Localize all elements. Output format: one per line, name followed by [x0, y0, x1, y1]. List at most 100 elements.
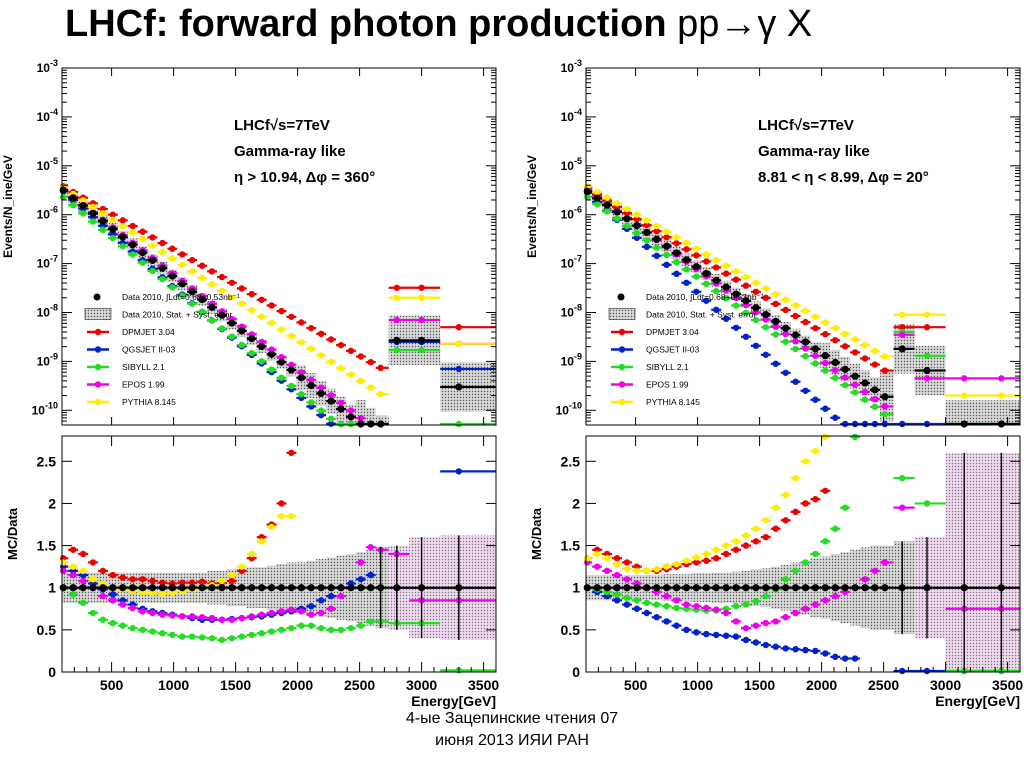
data-point [79, 577, 87, 585]
data-point [802, 559, 809, 566]
data-point [208, 584, 216, 592]
data-point [238, 614, 245, 622]
data-point [851, 420, 859, 428]
data-point [623, 601, 631, 608]
data-point [812, 550, 819, 558]
data-point [683, 279, 690, 286]
data-point [998, 392, 1005, 399]
data-point [653, 222, 660, 230]
data-point [782, 614, 789, 621]
y-tick-label: 2.5 [561, 453, 581, 469]
data-point [158, 264, 167, 272]
data-point [752, 622, 760, 629]
data-point [89, 209, 97, 218]
data-point [673, 597, 680, 604]
data-point [801, 584, 810, 592]
data-point [148, 256, 157, 265]
data-point [367, 384, 374, 391]
data-point [762, 324, 769, 331]
data-point [109, 234, 117, 242]
data-point [653, 565, 660, 573]
y-tick-label: 10-5 [37, 156, 58, 173]
data-point [613, 584, 621, 592]
data-point [831, 584, 839, 592]
data-point [418, 294, 425, 301]
data-point [347, 407, 355, 414]
data-point [393, 346, 400, 354]
data-point [791, 584, 800, 592]
legend-label: DPMJET 3.04 [646, 327, 699, 337]
data-point [99, 567, 107, 575]
data-point [812, 360, 819, 367]
data-point [109, 591, 117, 598]
data-point [69, 571, 77, 579]
data-point [198, 614, 206, 621]
data-point [228, 616, 236, 623]
legend-label: SIBYLL 2.1 [646, 362, 689, 372]
data-point [812, 496, 819, 503]
legend: Data 2010, ∫Ldt=0.68+0.53nb⁻¹ Data 2010, … [84, 292, 240, 407]
data-point [871, 396, 879, 403]
data-point [633, 211, 641, 218]
data-point [653, 614, 660, 621]
data-point [168, 584, 176, 592]
data-point [119, 223, 126, 230]
data-point [742, 309, 750, 316]
data-point [663, 618, 670, 625]
data-point [393, 294, 400, 301]
data-point [693, 629, 700, 636]
data-point [653, 584, 661, 592]
data-point [238, 341, 245, 349]
data-point [752, 584, 760, 592]
data-point [923, 352, 931, 360]
ratio-panel-1: 0 0.5 1 1.5 2 2.5 500 1000 1500 2000 2500 3000 3500 M… [5, 435, 499, 709]
ratio-series-data-2010 [583, 452, 1020, 672]
data-point [643, 584, 651, 592]
data-point [623, 205, 631, 213]
legend-label: DPMJET 3.04 [122, 327, 175, 337]
data-point [109, 211, 117, 218]
data-point [238, 633, 245, 640]
data-point [89, 559, 97, 566]
ratio-panel-2: 0 0.5 1 1.5 2 2.5 500 1000 1500 2000 2500 3000 3500 M… [529, 433, 1023, 709]
data-point [802, 318, 809, 326]
data-point [228, 333, 236, 340]
legend: Data 2010, ∫Ldt=0.68+0.53nb⁻¹ Data 2010, … [608, 292, 764, 407]
data-point [923, 366, 931, 375]
data-point [772, 317, 780, 326]
data-point [822, 319, 829, 326]
x-tick-label: 500 [100, 677, 124, 693]
data-point [179, 251, 186, 258]
data-point [613, 215, 621, 222]
data-point [278, 608, 285, 615]
data-point [278, 307, 285, 315]
data-point [149, 609, 156, 617]
data-point [178, 584, 186, 592]
slide-title: LHCf: forward photon production pp→γ X [65, 2, 812, 46]
data-point [841, 584, 849, 592]
data-point [703, 280, 710, 288]
data-point [129, 251, 136, 258]
data-point [69, 591, 77, 598]
data-point [832, 592, 839, 600]
y-tick-label: 10-8 [37, 302, 58, 319]
series-sibyll-2-1 [60, 193, 496, 428]
data-point [613, 571, 621, 579]
data-point [841, 343, 849, 350]
error-band [375, 415, 389, 425]
data-point [455, 468, 462, 475]
data-point [69, 563, 77, 570]
data-point [278, 326, 285, 333]
legend-marker [94, 381, 102, 388]
data-point [248, 290, 255, 298]
data-point [298, 319, 305, 326]
data-point [248, 349, 255, 357]
data-point [732, 584, 740, 592]
data-point [357, 622, 365, 629]
data-point [831, 358, 839, 367]
legend-marker [618, 346, 626, 353]
data-point [198, 634, 206, 641]
data-point [89, 609, 97, 617]
data-point [802, 307, 809, 315]
ratio-series-qgsjet-ii-03 [584, 584, 1020, 675]
